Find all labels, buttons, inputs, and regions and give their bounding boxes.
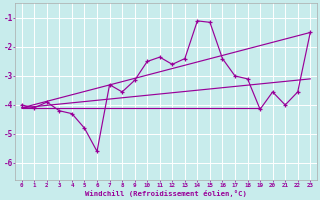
X-axis label: Windchill (Refroidissement éolien,°C): Windchill (Refroidissement éolien,°C) (85, 190, 247, 197)
